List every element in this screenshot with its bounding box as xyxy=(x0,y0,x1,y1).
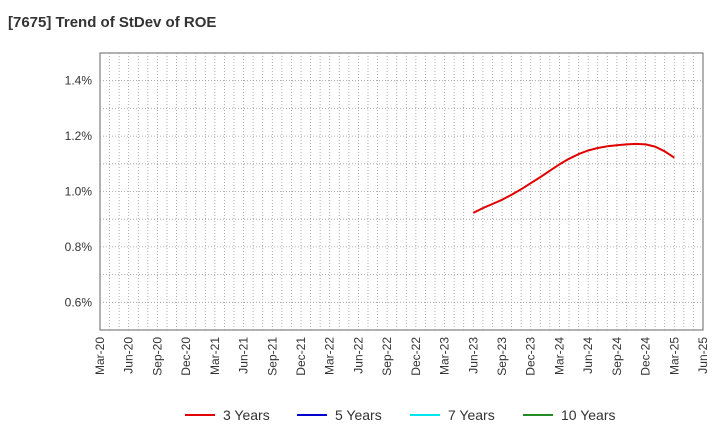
x-tick-label: Sep-24 xyxy=(610,337,624,376)
legend-label: 10 Years xyxy=(561,407,616,423)
grid-layer xyxy=(100,53,703,330)
legend-label: 3 Years xyxy=(223,407,270,423)
y-tick-label: 0.6% xyxy=(65,295,93,309)
x-tick-label: Mar-25 xyxy=(667,337,681,375)
chart-title: [7675] Trend of StDev of ROE xyxy=(8,14,217,31)
legend-label: 5 Years xyxy=(335,407,382,423)
x-tick-label: Sep-21 xyxy=(265,337,279,376)
series-line xyxy=(472,142,675,214)
x-tick-label: Jun-23 xyxy=(466,337,480,374)
x-tick-label: Dec-24 xyxy=(639,337,653,376)
x-tick-label: Dec-23 xyxy=(524,337,538,376)
x-tick-label: Jun-24 xyxy=(581,337,595,374)
x-tick-label: Jun-20 xyxy=(122,337,136,374)
y-tick-label: 1.4% xyxy=(65,74,93,88)
x-tick-label: Dec-20 xyxy=(179,337,193,376)
x-tick-label: Mar-23 xyxy=(438,337,452,375)
x-tick-label: Dec-21 xyxy=(294,337,308,376)
legend-label: 7 Years xyxy=(448,407,495,423)
x-tick-label: Mar-22 xyxy=(323,337,337,375)
y-tick-label: 0.8% xyxy=(65,240,93,254)
x-tick-label: Sep-22 xyxy=(380,337,394,376)
x-tick-label: Jun-21 xyxy=(237,337,251,374)
x-tick-label: Sep-20 xyxy=(150,337,164,376)
x-tick-label: Mar-24 xyxy=(552,337,566,375)
x-tick-label: Jun-25 xyxy=(696,337,710,374)
x-tick-label: Jun-22 xyxy=(351,337,365,374)
x-tick-label: Mar-21 xyxy=(208,337,222,375)
x-tick-label: Sep-23 xyxy=(495,337,509,376)
tick-layer: 0.6% 0.8% 1.0% 1.2% 1.4% Mar-20 Jun-20 Sep-20 De… xyxy=(65,74,710,376)
legend: 3 Years 5 Years 7 Years 10 Years xyxy=(185,407,616,423)
x-tick-label: Dec-22 xyxy=(409,337,423,376)
x-tick-label: Mar-20 xyxy=(93,337,107,375)
y-tick-label: 1.2% xyxy=(65,129,93,143)
y-tick-label: 1.0% xyxy=(65,185,93,199)
plot-area xyxy=(99,52,704,331)
series-layer xyxy=(472,142,675,214)
